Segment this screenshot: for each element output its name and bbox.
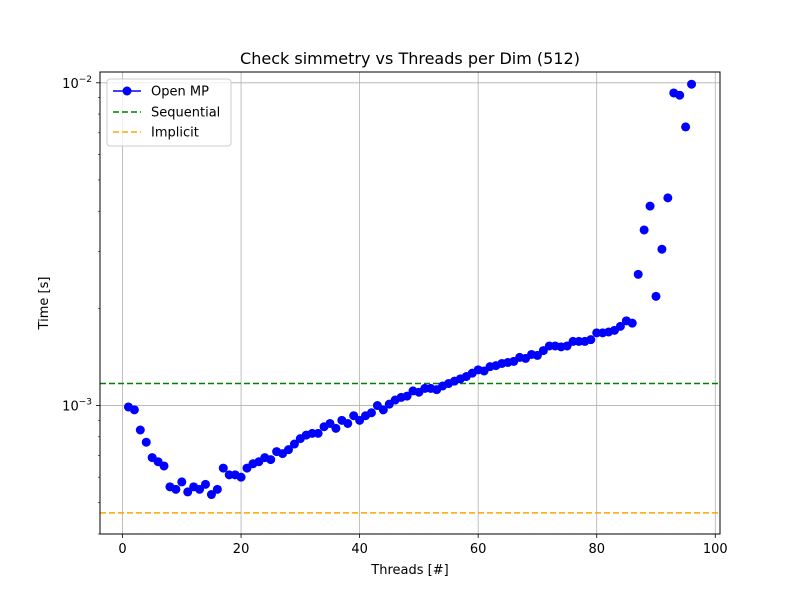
data-point xyxy=(681,122,691,132)
data-point xyxy=(266,455,276,465)
data-point xyxy=(627,318,637,328)
data-points xyxy=(123,79,697,500)
legend-label-open-mp: Open MP xyxy=(151,85,209,100)
legend-box xyxy=(106,78,232,147)
x-tick-label: 0 xyxy=(118,542,126,557)
legend-label-sequential: Sequential xyxy=(151,106,220,121)
data-point xyxy=(177,477,187,487)
data-point xyxy=(633,269,643,279)
data-point xyxy=(651,291,661,301)
data-point xyxy=(135,425,145,435)
data-point xyxy=(657,244,667,254)
x-tick-label: 80 xyxy=(588,542,605,557)
data-point xyxy=(675,90,685,100)
data-point xyxy=(195,484,205,494)
y-axis-label: Time [s] xyxy=(37,277,52,331)
data-point xyxy=(639,225,649,235)
x-axis-label: Threads [#] xyxy=(370,563,448,578)
legend-label-implicit: Implicit xyxy=(151,126,199,141)
data-point xyxy=(171,484,181,494)
y-axis-ticks: 10−3 10−2 xyxy=(62,75,100,535)
data-point xyxy=(159,461,169,471)
data-point xyxy=(218,463,228,473)
data-point xyxy=(129,405,139,415)
x-axis-ticks: 0 20 40 60 80 100 xyxy=(118,534,728,557)
data-point xyxy=(663,193,673,203)
data-point xyxy=(141,437,151,447)
plot-area-frame xyxy=(99,71,721,535)
data-point xyxy=(366,408,376,418)
reference-lines xyxy=(100,382,720,514)
data-point xyxy=(206,490,216,500)
plot-area-background xyxy=(100,72,720,534)
data-point xyxy=(283,445,293,455)
data-point xyxy=(687,79,697,89)
data-point xyxy=(615,321,625,331)
data-point xyxy=(236,472,246,482)
data-point xyxy=(212,484,222,494)
x-tick-label: 100 xyxy=(703,542,728,557)
data-point xyxy=(378,405,388,415)
data-point xyxy=(183,487,193,497)
y-tick-label: 10−2 xyxy=(62,75,92,92)
legend: Open MP Sequential Implicit xyxy=(106,78,232,147)
data-point xyxy=(331,423,341,433)
data-point xyxy=(313,428,323,438)
chart-title: Check simmetry vs Threads per Dim (512) xyxy=(240,49,580,68)
data-point xyxy=(343,418,353,428)
x-tick-label: 20 xyxy=(233,542,250,557)
x-tick-label: 60 xyxy=(470,542,487,557)
x-tick-label: 40 xyxy=(351,542,368,557)
data-point xyxy=(586,335,596,345)
y-tick-label: 10−3 xyxy=(62,398,92,415)
legend-marker-open-mp-point xyxy=(122,86,132,96)
data-point xyxy=(289,439,299,449)
data-point xyxy=(402,391,412,401)
data-point xyxy=(325,418,335,428)
data-point xyxy=(645,201,655,211)
data-point xyxy=(201,479,211,489)
